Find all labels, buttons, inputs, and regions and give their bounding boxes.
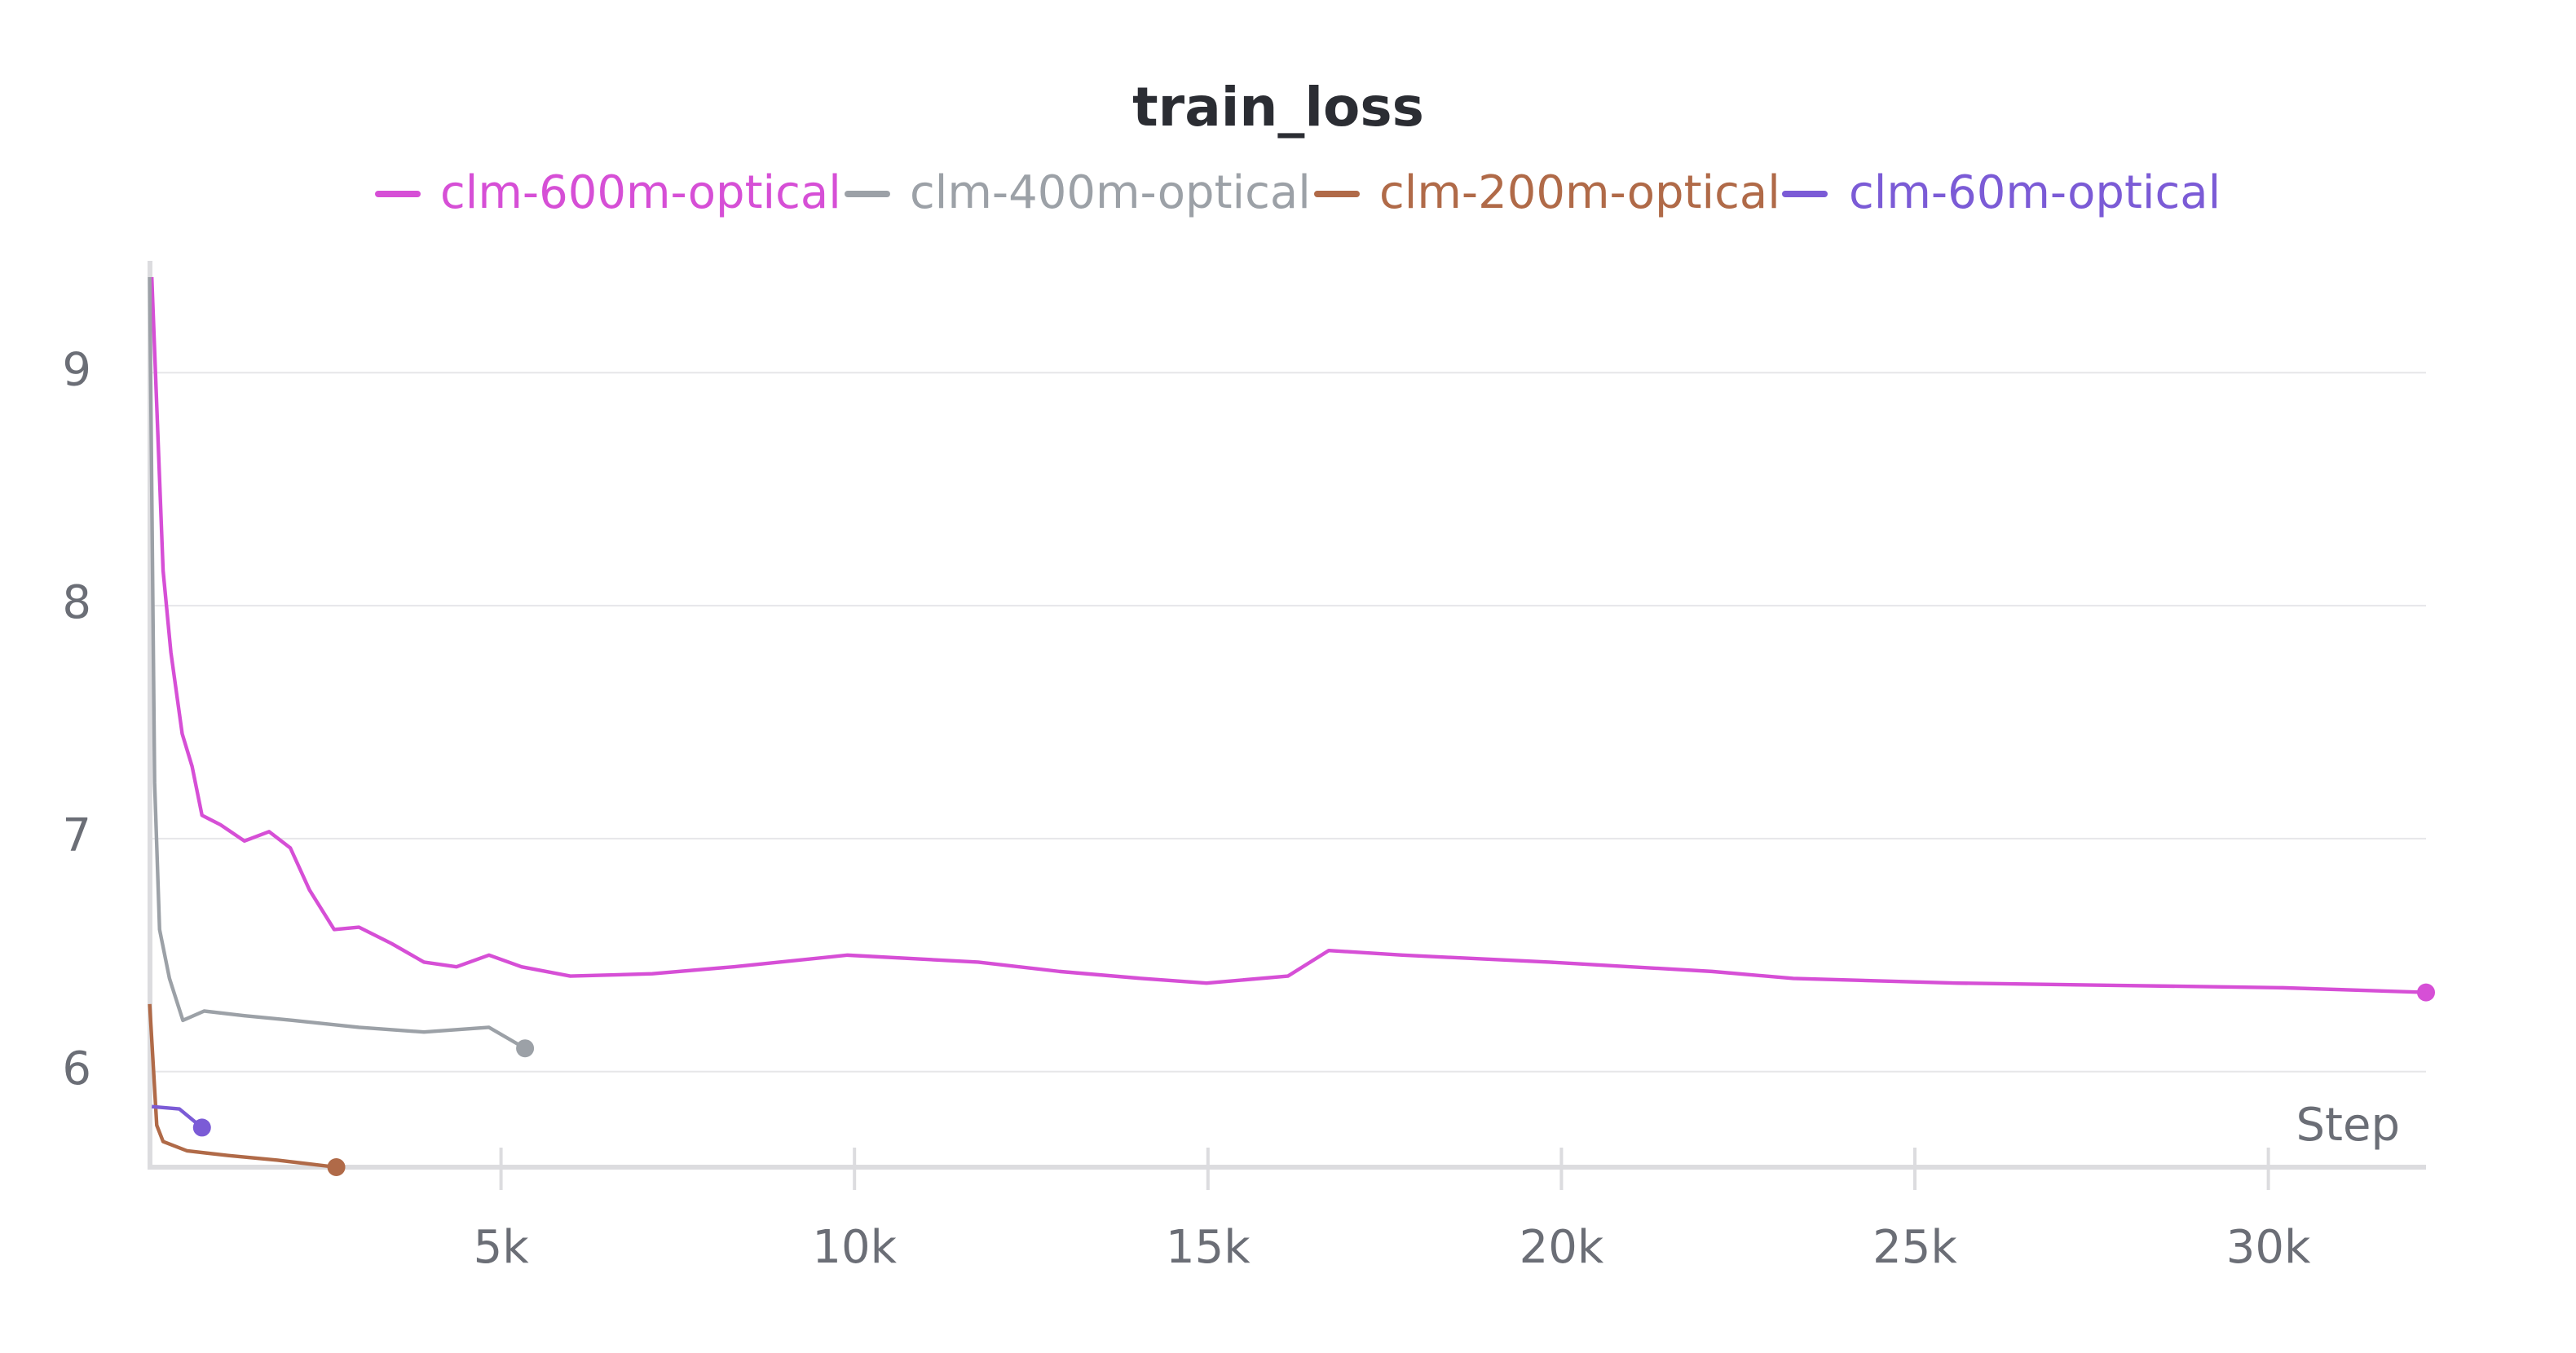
x-tick-label: 5k: [474, 1221, 530, 1274]
y-tick-label: 9: [62, 343, 91, 396]
series-line: [152, 1104, 204, 1130]
x-tick-label: 20k: [1520, 1221, 1604, 1274]
grid: [148, 372, 2426, 1073]
end-point: [2417, 983, 2435, 1002]
x-tick-label: 25k: [1872, 1221, 1957, 1274]
y-tick-label: 6: [62, 1042, 91, 1095]
legend-label: clm-400m-optical: [910, 166, 1311, 219]
legend-label: clm-60m-optical: [1849, 166, 2221, 219]
x-tick-label: 10k: [812, 1221, 897, 1274]
x-axis-label: Step: [2296, 1099, 2400, 1152]
chart-title: train_loss: [1132, 76, 1424, 139]
legend-label: clm-600m-optical: [440, 166, 841, 219]
series-line: [148, 1003, 337, 1170]
end-point: [516, 1039, 535, 1058]
y-tick-label: 7: [62, 809, 91, 862]
x-tick-label: 15k: [1166, 1221, 1251, 1274]
y-tick-label: 8: [62, 576, 91, 629]
legend-label: clm-200m-optical: [1379, 166, 1780, 219]
x-tick-label: 30k: [2226, 1221, 2311, 1274]
series-line: [150, 276, 2427, 994]
series-line: [148, 276, 527, 1051]
end-point: [192, 1118, 211, 1137]
end-point: [327, 1158, 346, 1176]
